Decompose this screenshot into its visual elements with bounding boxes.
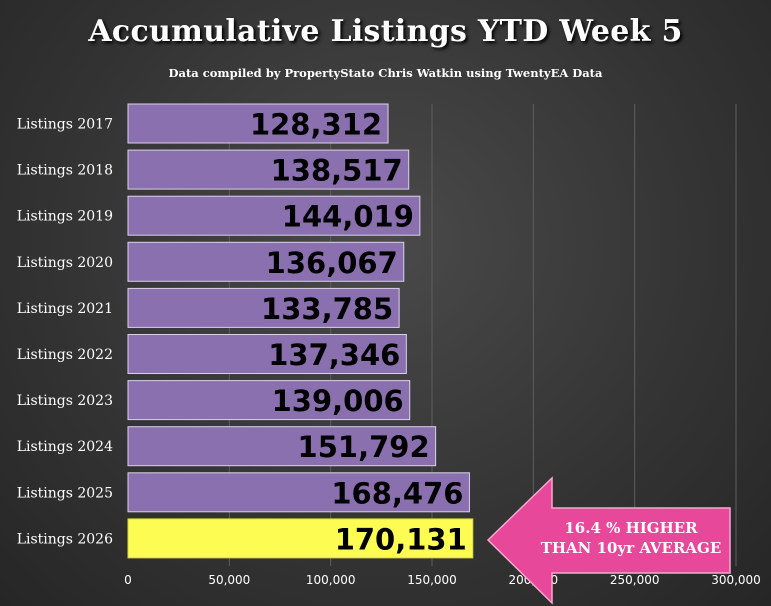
callout-line-1: 16.4 % HIGHER xyxy=(564,519,698,537)
bar-value-label: 151,792 xyxy=(298,430,430,464)
callout-arrow xyxy=(486,476,731,605)
bar-value-label: 144,019 xyxy=(282,200,414,234)
x-tick-label: 250,000 xyxy=(610,573,660,587)
bar xyxy=(127,241,405,282)
category-labels: Listings 2017 Listings 2018 Listings 2019 L… xyxy=(17,117,113,548)
category-label: Listings 2021 xyxy=(17,301,113,317)
x-tick-label: 0 xyxy=(124,573,132,587)
bar xyxy=(127,334,407,374)
bar-value-label: 128,312 xyxy=(250,108,382,142)
category-label: Listings 2019 xyxy=(17,209,113,225)
category-label: Listings 2025 xyxy=(17,485,113,501)
category-label: Listings 2020 xyxy=(17,255,113,271)
x-tick-label: 150,000 xyxy=(407,573,457,587)
x-tick-label: 300,000 xyxy=(711,573,761,587)
bar xyxy=(127,518,474,559)
callout-line-2: THAN 10yr AVERAGE xyxy=(540,539,722,557)
category-label: Listings 2026 xyxy=(17,531,113,547)
x-tick-label: 100,000 xyxy=(306,573,356,587)
bar xyxy=(127,287,400,328)
bar-value-label: 136,067 xyxy=(266,246,398,280)
x-axis-tick-labels: 050,000100,000150,000200,000250,000300,0… xyxy=(124,573,761,587)
bar-value-label: 168,476 xyxy=(331,476,463,510)
bar xyxy=(127,472,470,513)
bar-value-label: 137,346 xyxy=(268,338,400,372)
x-tick-label: 50,000 xyxy=(208,573,250,587)
callout-text: 16.4 % HIGHER THAN 10yr AVERAGE xyxy=(536,518,726,558)
bar xyxy=(127,149,410,190)
bar-value-label: 138,517 xyxy=(271,154,403,188)
category-label: Listings 2017 xyxy=(17,117,113,133)
bar xyxy=(127,103,389,144)
callout-arrow-shape xyxy=(486,476,731,605)
bar-value-label: 170,131 xyxy=(335,522,467,556)
chart-title: Accumulative Listings YTD Week 5 xyxy=(88,14,683,49)
bar xyxy=(127,426,437,467)
category-label: Listings 2023 xyxy=(17,393,113,409)
bar-value-label: 139,006 xyxy=(272,384,404,418)
bar xyxy=(127,195,421,236)
bar xyxy=(127,380,411,421)
value-labels: 128,312 138,517 144,019 136,067 133,785 137,3… xyxy=(250,108,467,557)
chart-subtitle: Data compiled by PropertyStato Chris Wat… xyxy=(168,66,603,80)
category-label: Listings 2022 xyxy=(17,347,113,363)
bars xyxy=(127,103,474,559)
category-label: Listings 2024 xyxy=(17,439,113,455)
bar-value-label: 133,785 xyxy=(261,292,393,326)
category-label: Listings 2018 xyxy=(17,163,113,179)
